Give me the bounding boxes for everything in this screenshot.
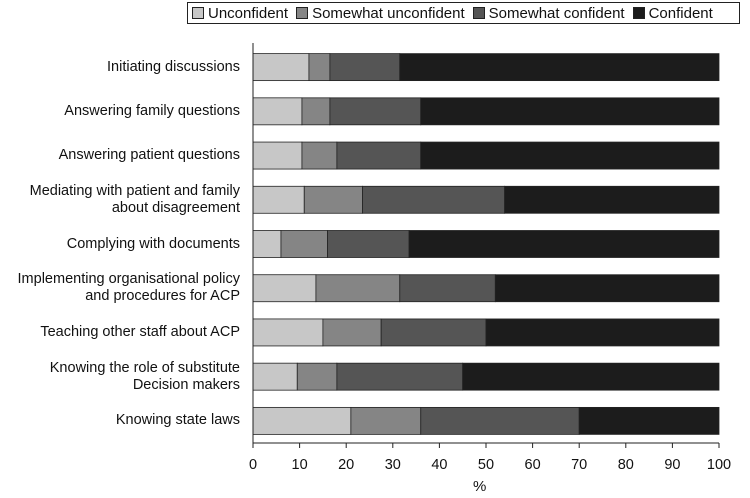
bar-4-series-4 bbox=[504, 185, 720, 214]
category-label: Implementing organisational policy and p… bbox=[17, 271, 240, 305]
category-label: Answering patient questions bbox=[58, 147, 240, 164]
legend-swatch bbox=[192, 7, 204, 19]
bars-group bbox=[252, 53, 720, 435]
legend-item: Somewhat confident bbox=[472, 4, 625, 22]
legend-label: Somewhat unconfident bbox=[312, 4, 465, 22]
bar-2-series-3 bbox=[329, 97, 422, 126]
bar-7-series-1 bbox=[252, 318, 324, 347]
bar-5-series-1 bbox=[252, 230, 282, 258]
bar-7-series-4 bbox=[485, 318, 720, 347]
bar-1-series-2 bbox=[308, 53, 331, 82]
bar-8-series-1 bbox=[252, 362, 298, 391]
bar-8-series-2 bbox=[296, 362, 338, 391]
x-tick-label: 100 bbox=[706, 457, 732, 473]
legend-label: Unconfident bbox=[208, 4, 289, 22]
bar-9-series-4 bbox=[578, 406, 720, 435]
bar-3-series-2 bbox=[301, 141, 338, 170]
legend-label: Confident bbox=[648, 4, 713, 22]
bar-5-series-4 bbox=[408, 230, 720, 258]
category-label: Teaching other staff about ACP bbox=[40, 323, 240, 340]
bar-8-series-3 bbox=[336, 362, 464, 391]
bar-5-series-3 bbox=[327, 230, 410, 258]
legend-item: Unconfident bbox=[192, 5, 288, 22]
x-tick-label: 20 bbox=[338, 457, 355, 473]
bar-6-series-3 bbox=[399, 274, 496, 303]
category-label: Answering family questions bbox=[64, 102, 240, 119]
category-label: Knowing state laws bbox=[115, 412, 240, 429]
category-label: Mediating with patient and family about … bbox=[29, 182, 240, 216]
x-tick-label: 30 bbox=[384, 457, 401, 473]
axes-group bbox=[252, 43, 720, 448]
bar-6-series-1 bbox=[252, 274, 317, 303]
x-tick-label: 90 bbox=[664, 457, 681, 473]
legend-swatch bbox=[472, 7, 485, 19]
legend-swatch bbox=[296, 7, 309, 19]
x-tick-label: 60 bbox=[524, 457, 541, 473]
bar-6-series-2 bbox=[315, 274, 401, 303]
category-label: Complying with documents bbox=[66, 235, 240, 252]
bar-9-series-2 bbox=[350, 406, 422, 435]
bar-4-series-3 bbox=[362, 185, 506, 214]
x-tick-label: 70 bbox=[571, 457, 588, 473]
bar-6-series-4 bbox=[494, 274, 720, 303]
legend-item: Confident bbox=[632, 4, 713, 22]
bar-1-series-4 bbox=[399, 53, 720, 82]
x-tick-label: 80 bbox=[617, 457, 634, 473]
bar-7-series-2 bbox=[322, 318, 382, 347]
x-tick-label: 50 bbox=[477, 457, 495, 473]
bar-3-series-1 bbox=[252, 141, 303, 170]
bar-8-series-4 bbox=[462, 362, 720, 391]
x-tick-label: 40 bbox=[431, 457, 448, 473]
bar-3-series-4 bbox=[420, 141, 720, 170]
category-label: Knowing the role of substitute Decision … bbox=[49, 359, 240, 393]
bar-2-series-2 bbox=[301, 97, 331, 126]
category-label: Initiating discussions bbox=[107, 58, 240, 75]
bar-2-series-1 bbox=[252, 97, 303, 126]
bar-3-series-3 bbox=[336, 141, 422, 170]
legend-label: Somewhat confident bbox=[488, 4, 625, 22]
legend-item: Somewhat unconfident bbox=[296, 5, 465, 22]
bar-4-series-1 bbox=[252, 185, 305, 214]
bar-5-series-2 bbox=[280, 230, 328, 258]
x-tick-label: 10 bbox=[291, 457, 308, 473]
x-tick-label: 0 bbox=[248, 457, 258, 473]
legend-swatch bbox=[632, 7, 645, 19]
bar-9-series-1 bbox=[252, 406, 352, 435]
bar-7-series-3 bbox=[380, 318, 487, 347]
bar-4-series-2 bbox=[303, 185, 363, 214]
bar-1-series-3 bbox=[329, 53, 401, 82]
bar-9-series-3 bbox=[420, 406, 580, 435]
bar-2-series-4 bbox=[420, 97, 720, 126]
x-axis-title: % bbox=[473, 478, 487, 495]
legend: Unconfident Somewhat unconfident Somewhat … bbox=[187, 2, 740, 24]
bar-1-series-1 bbox=[252, 53, 310, 82]
